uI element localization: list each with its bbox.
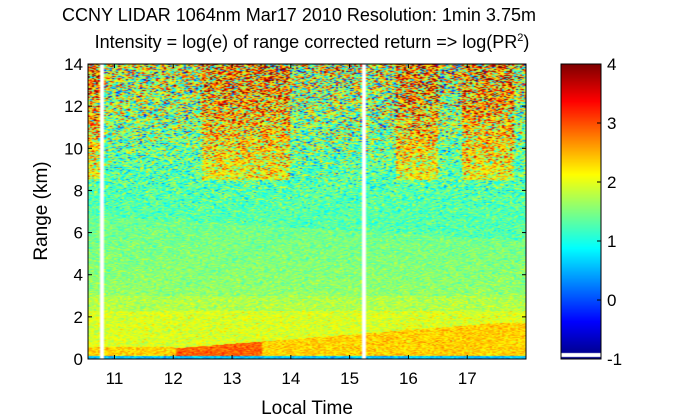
x-tick-label: 14 [281, 369, 300, 388]
chart-title-line2-prefix: Intensity = log(e) of range corrected re… [95, 32, 518, 52]
chart-title-line2-suffix: ) [523, 32, 529, 52]
colorbar-axis: -1 0 1 2 3 4 [597, 55, 622, 369]
x-tick-label: 12 [164, 369, 183, 388]
y-tick-label: 10 [64, 139, 83, 158]
colorbar-tick-label: 4 [607, 55, 616, 74]
y-tick-label: 6 [74, 224, 83, 243]
chart-title-line2-sup: 2 [517, 32, 523, 44]
x-tick-label: 11 [106, 369, 124, 388]
chart-title-line2: Intensity = log(e) of range corrected re… [95, 32, 530, 52]
colorbar-tick-label: 1 [607, 232, 616, 251]
heatmap-image [88, 64, 526, 359]
y-tick-label: 0 [74, 350, 83, 369]
colorbar-tick-label: -1 [607, 350, 622, 369]
colorbar-tick-label: 3 [607, 114, 616, 133]
colorbar-tick-label: 2 [607, 173, 616, 192]
y-tick-label: 8 [74, 181, 83, 200]
y-tick-label: 14 [64, 55, 83, 74]
x-tick-label: 15 [340, 369, 359, 388]
y-axis: 0 2 4 6 8 10 12 14 [64, 55, 526, 369]
x-tick-label: 13 [223, 369, 242, 388]
y-tick-label: 4 [74, 266, 83, 285]
x-tick-label: 16 [399, 369, 418, 388]
colorbar-gradient [561, 64, 601, 359]
y-tick-label: 2 [74, 308, 83, 327]
x-axis-label: Local Time [261, 398, 353, 419]
chart-title-line1: CCNY LIDAR 1064nm Mar17 2010 Resolution:… [62, 5, 536, 25]
plot-frame [87, 63, 527, 360]
y-tick-label: 12 [64, 97, 83, 116]
y-axis-label: Range (km) [31, 161, 52, 260]
x-axis: 11 12 13 14 15 16 17 [106, 64, 477, 388]
colorbar-frame [560, 63, 602, 360]
colorbar-tick-label: 0 [607, 291, 616, 310]
x-tick-label: 17 [458, 369, 477, 388]
